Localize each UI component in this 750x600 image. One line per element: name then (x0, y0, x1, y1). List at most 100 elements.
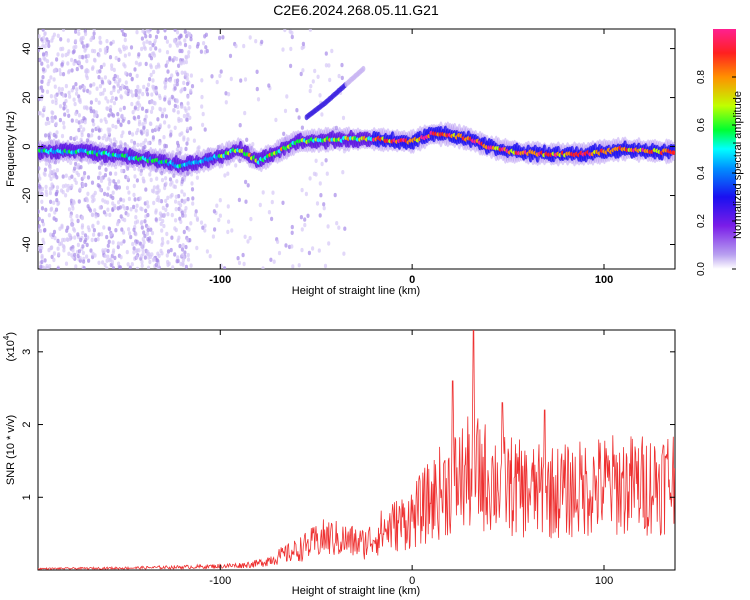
noise-mark (143, 120, 147, 125)
noise-mark (50, 61, 54, 66)
noise-mark (47, 159, 51, 164)
noise-mark (160, 251, 164, 256)
noise-mark (141, 251, 145, 256)
noise-mark (159, 107, 163, 112)
noise-mark (203, 223, 207, 228)
noise-mark (82, 85, 87, 90)
noise-mark (113, 142, 117, 147)
noise-mark (92, 29, 96, 32)
noise-mark (106, 186, 110, 191)
colorbar-ticks: 0.0 0.2 0.4 0.6 0.8 (696, 70, 736, 276)
noise-mark (223, 266, 227, 269)
noise-mark (191, 196, 195, 201)
noise-mark (102, 62, 106, 67)
noise-mark (69, 214, 73, 219)
noise-mark (61, 29, 66, 32)
noise-mark (135, 101, 139, 106)
noise-mark (154, 210, 158, 215)
noise-mark (135, 73, 139, 79)
noise-mark (47, 213, 52, 218)
noise-mark (183, 42, 188, 48)
noise-mark (120, 133, 124, 139)
noise-mark (53, 115, 57, 120)
spectrogram-ylabel: Frequency (Hz) (5, 111, 17, 187)
noise-mark (79, 165, 83, 170)
noise-mark (201, 111, 205, 117)
colorbar-tick-label: 0.6 (696, 118, 707, 132)
noise-mark (103, 75, 107, 80)
noise-mark (313, 68, 317, 74)
noise-mark (140, 106, 145, 111)
noise-mark (85, 43, 89, 48)
noise-mark (48, 173, 52, 178)
noise-mark (340, 75, 344, 81)
noise-mark (89, 100, 93, 105)
noise-mark (97, 232, 101, 237)
noise-mark (80, 54, 84, 60)
noise-mark (238, 123, 242, 128)
noise-mark (104, 119, 108, 125)
noise-mark (172, 108, 176, 113)
noise-mark (205, 48, 209, 54)
noise-mark (41, 222, 46, 227)
noise-mark (149, 109, 154, 115)
noise-mark (123, 142, 127, 147)
noise-mark (46, 81, 50, 87)
noise-mark (61, 243, 65, 249)
y-tick-label: 3 (21, 349, 33, 355)
noise-mark (270, 216, 274, 222)
noise-mark (116, 244, 120, 250)
y-tick-label: -20 (21, 188, 33, 204)
noise-mark (242, 261, 246, 267)
noise-mark (143, 255, 147, 260)
noise-mark (173, 125, 177, 130)
noise-mark (248, 235, 252, 241)
noise-mark (141, 29, 145, 34)
noise-mark (162, 135, 166, 140)
noise-mark (119, 214, 123, 219)
noise-mark (123, 206, 127, 211)
noise-mark (125, 185, 130, 191)
noise-mark (267, 83, 271, 88)
noise-mark (133, 174, 137, 179)
noise-mark (289, 46, 293, 52)
noise-mark (170, 235, 174, 240)
noise-mark (117, 57, 121, 62)
noise-mark (169, 154, 173, 159)
noise-mark (91, 128, 95, 133)
noise-mark (154, 89, 158, 94)
noise-mark (166, 249, 171, 254)
noise-mark (149, 64, 153, 70)
y-tick-label: -40 (21, 237, 33, 253)
noise-mark (106, 200, 110, 205)
noise-mark (119, 49, 123, 54)
noise-mark (38, 216, 41, 222)
noise-mark (127, 120, 131, 125)
noise-mark (142, 84, 146, 90)
noise-mark (58, 104, 63, 109)
noise-mark (195, 216, 199, 221)
noise-mark (242, 43, 246, 49)
noise-mark (128, 265, 132, 269)
noise-mark (128, 72, 132, 78)
noise-mark (183, 175, 187, 180)
snr-scale-close: ) (5, 332, 17, 336)
noise-mark (180, 48, 184, 54)
noise-mark (136, 84, 140, 90)
noise-mark (184, 108, 188, 113)
noise-mark (146, 204, 150, 209)
noise-mark (122, 44, 126, 49)
noise-mark (84, 105, 88, 110)
noise-mark (149, 227, 153, 232)
noise-mark (109, 98, 114, 104)
noise-mark (135, 203, 139, 208)
noise-mark (155, 185, 159, 190)
snr-scale-label: (x104) (2, 332, 17, 362)
noise-mark (308, 176, 312, 181)
noise-mark (130, 101, 134, 107)
noise-mark (51, 232, 55, 238)
noise-mark (110, 259, 114, 265)
noise-mark (284, 243, 288, 248)
noise-mark (251, 142, 255, 147)
noise-mark (127, 190, 131, 195)
